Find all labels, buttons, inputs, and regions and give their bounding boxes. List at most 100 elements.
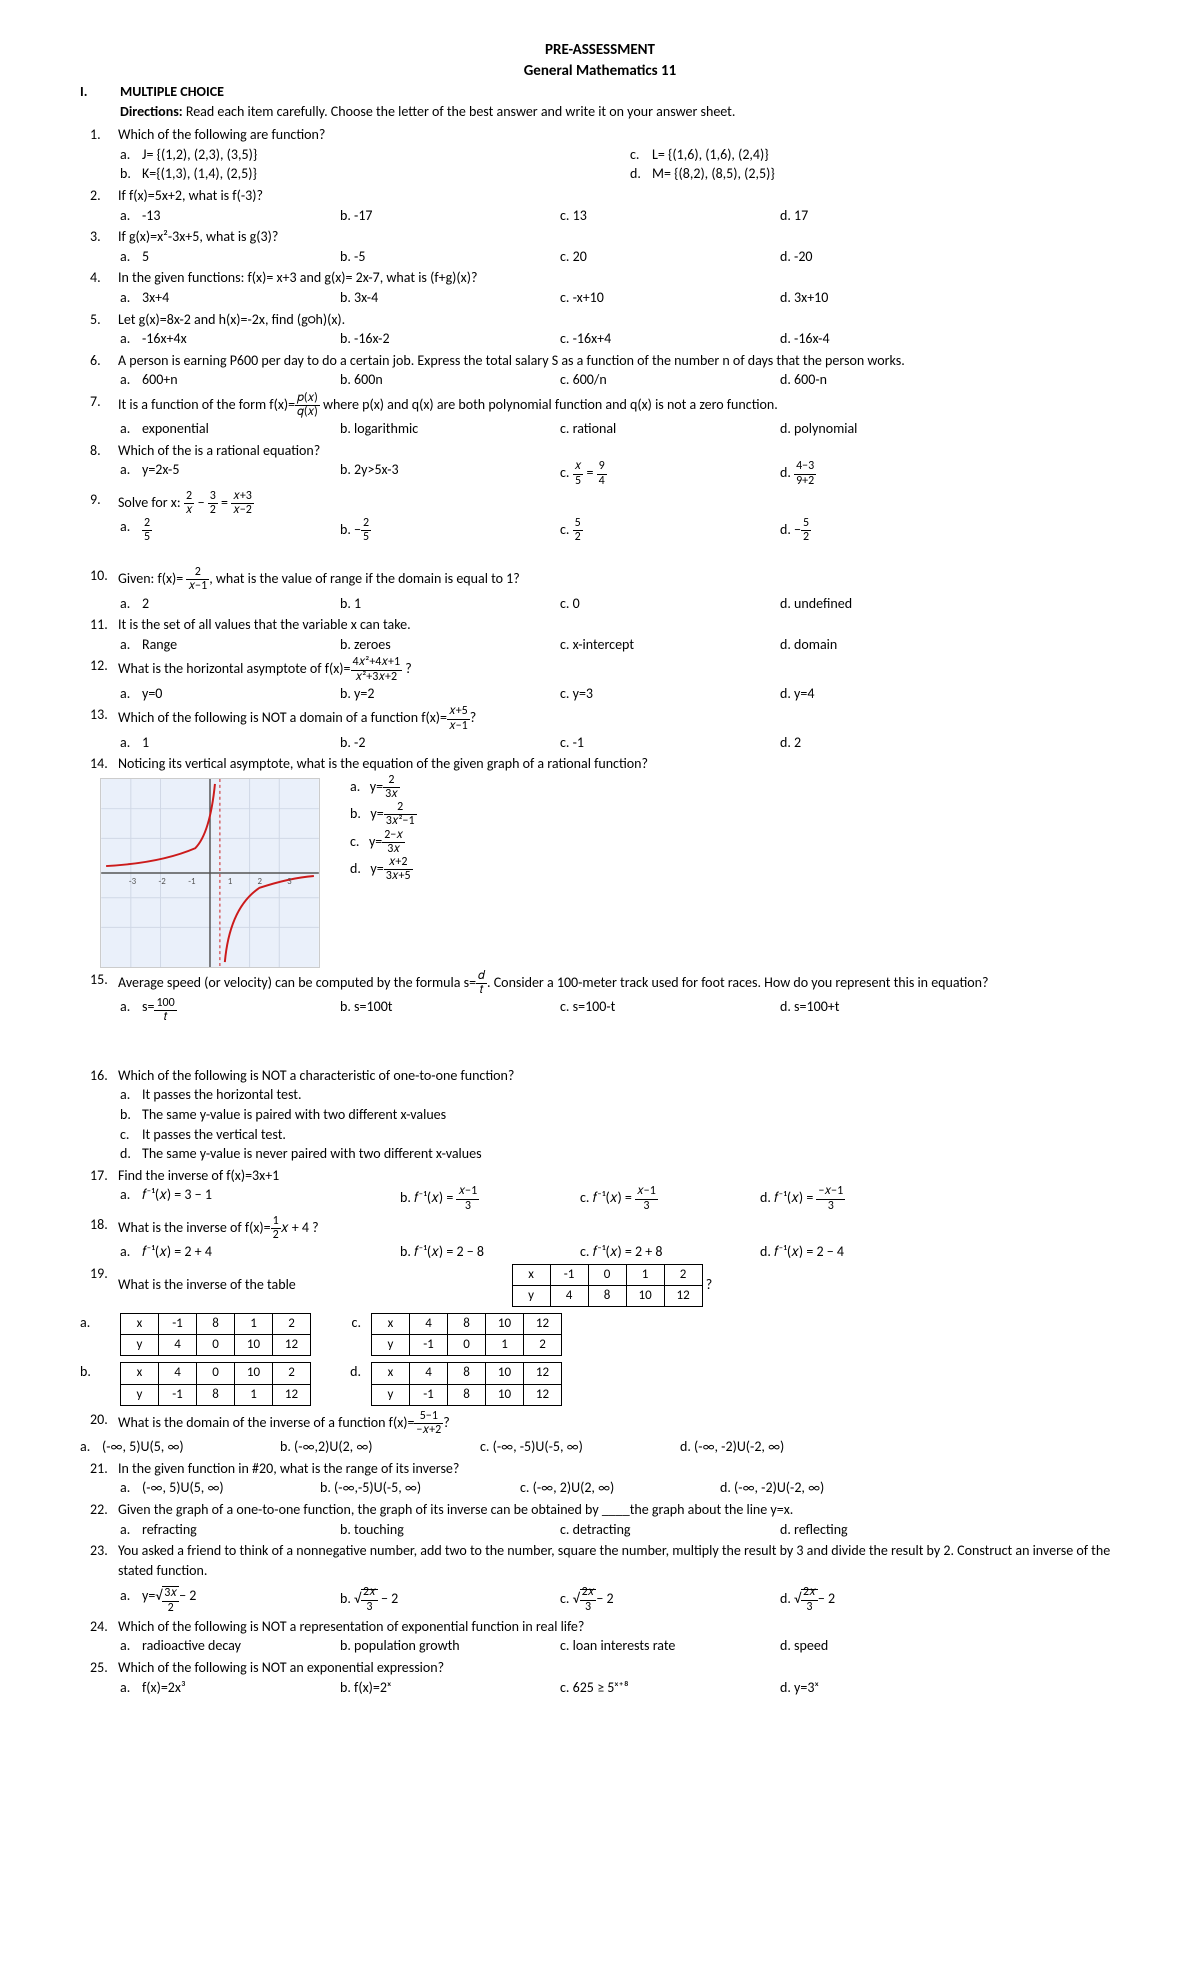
q24-c: c. loan interests rate <box>560 1636 780 1656</box>
q16-c: c.It passes the vertical test. <box>120 1125 1140 1145</box>
q16-opts: a.It passes the horizontal test. b.The s… <box>120 1085 1140 1163</box>
q16-d: d.The same y-value is never paired with … <box>120 1144 1140 1164</box>
section-num: I. <box>80 82 120 102</box>
q7-d: d. polynomial <box>780 419 857 439</box>
q17-c: c. 𝑓⁻¹(𝑥) = 𝑥−13 <box>580 1185 760 1212</box>
q21-a: a.(-∞, 5)U(5, ∞) <box>120 1478 320 1498</box>
q23-c: c. √2𝑥3− 2 <box>560 1586 780 1614</box>
q15-d: d. s=100+t <box>780 997 839 1024</box>
q22: 22.Given the graph of a one-to-one funct… <box>90 1500 1140 1520</box>
q5-opts: a.-16x+4x b. -16x-2 c. -16x+4 d. -16x-4 <box>120 329 1140 349</box>
q13-b: b. -2 <box>340 733 560 753</box>
q20-c: c. (-∞, -5)U(-5, ∞) <box>480 1437 680 1457</box>
q21-c: c. (-∞, 2)U(2, ∞) <box>520 1478 720 1498</box>
q1-a: a.J= {(1,2), (2,3), (3,5)} <box>120 145 630 165</box>
q5-b: b. -16x-2 <box>340 329 560 349</box>
q9-c: c. 52 <box>560 517 780 544</box>
q15-b: b. s=100t <box>340 997 560 1024</box>
q25: 25.Which of the following is NOT an expo… <box>90 1658 1140 1678</box>
q4-a: a.3x+4 <box>120 288 340 308</box>
q10-a: a.2 <box>120 594 340 614</box>
q1-opts: a.J= {(1,2), (2,3), (3,5)} c.L= {(1,6), … <box>120 145 1140 184</box>
q16-text: Which of the following is NOT a characte… <box>118 1066 1140 1086</box>
directions-label: Directions: <box>120 103 183 120</box>
rational-graph: -3-2-1 123 <box>100 778 320 968</box>
q9-b: b. −25 <box>340 517 560 544</box>
q4-b: b. 3x-4 <box>340 288 560 308</box>
q15: 15.Average speed (or velocity) can be co… <box>90 970 1140 997</box>
q9-d: d. −52 <box>780 517 811 544</box>
q7-text: It is a function of the form f(x)=𝑝(𝑥)𝑞(… <box>118 392 1140 419</box>
q24-a: a.radioactive decay <box>120 1636 340 1656</box>
q22-b: b. touching <box>340 1520 560 1540</box>
q8-text: Which of the is a rational equation? <box>118 441 1140 461</box>
q8-opts: a.y=2x-5 b. 2y>5x-3 c. 𝑥5 = 94 d. 4−39+2 <box>120 460 1140 487</box>
q14-d: d. y=𝑥+23𝑥+5 <box>350 856 417 883</box>
section-header: I. MULTIPLE CHOICE <box>80 82 1140 102</box>
q21-opts: a.(-∞, 5)U(5, ∞) b. (-∞,-5)U(-5, ∞) c. (… <box>120 1478 1140 1498</box>
q3-d: d. -20 <box>780 247 813 267</box>
q5-c: c. -16x+4 <box>560 329 780 349</box>
q6-text: A person is earning P600 per day to do a… <box>118 351 1140 371</box>
q19-opts-2: b. x40102y-18112 d. x481012y-181012 <box>80 1362 1140 1405</box>
q20: 20.What is the domain of the inverse of … <box>90 1410 1140 1437</box>
q20-text: What is the domain of the inverse of a f… <box>118 1410 1140 1437</box>
q3: 3.If g(x)=x²-3x+5, what is g(3)? <box>90 227 1140 247</box>
q23-opts: a.y=√3𝑥2 − 2 b. √2𝑥3 − 2 c. √2𝑥3− 2 d. √… <box>120 1586 1140 1614</box>
q21-text: In the given function in #20, what is th… <box>118 1459 1140 1479</box>
q11: 11.It is the set of all values that the … <box>90 615 1140 635</box>
q12-b: b. y=2 <box>340 684 560 704</box>
q25-opts: a.f(x)=2x³ b. f(x)=2ˣ c. 625 ≥ 5ˣ⁺⁸ d. y… <box>120 1678 1140 1698</box>
q2-text: If f(x)=5x+2, what is f(-3)? <box>118 186 1140 206</box>
q9-a: a.25 <box>120 517 340 544</box>
q19-c-table: x481012y-1012 <box>371 1313 562 1356</box>
q24-text: Which of the following is NOT a represen… <box>118 1617 1140 1637</box>
q22-a: a.refracting <box>120 1520 340 1540</box>
q17-a: a.𝑓⁻¹(𝑥) = 3 − 1 <box>120 1185 400 1212</box>
q11-a: a.Range <box>120 635 340 655</box>
q7-a: a.exponential <box>120 419 340 439</box>
q2: 2.If f(x)=5x+2, what is f(-3)? <box>90 186 1140 206</box>
q2-c: c. 13 <box>560 206 780 226</box>
q6: 6.A person is earning P600 per day to do… <box>90 351 1140 371</box>
svg-text:3: 3 <box>287 877 292 887</box>
q18-a: a.𝑓⁻¹(𝑥) = 2 + 4 <box>120 1242 400 1262</box>
q4: 4.In the given functions: f(x)= x+3 and … <box>90 268 1140 288</box>
q10-d: d. undefined <box>780 594 852 614</box>
q1: 1.Which of the following are function? <box>90 125 1140 145</box>
q22-text: Given the graph of a one-to-one function… <box>118 1500 1140 1520</box>
q14-opts: a. y=23𝑥 b. y=23𝑥²−1 c. y=2−𝑥3𝑥 d. y=𝑥+2… <box>350 774 417 884</box>
q3-b: b. -5 <box>340 247 560 267</box>
q14: 14.Noticing its vertical asymptote, what… <box>90 754 1140 774</box>
q17-b: b. 𝑓⁻¹(𝑥) = 𝑥−13 <box>400 1185 580 1212</box>
q20-b: b. (-∞,2)U(2, ∞) <box>280 1437 480 1457</box>
q3-text: If g(x)=x²-3x+5, what is g(3)? <box>118 227 1140 247</box>
q1-d: d.M= {(8,2), (8,5), (2,5)} <box>630 164 1140 184</box>
q4-opts: a.3x+4 b. 3x-4 c. -x+10 d. 3x+10 <box>120 288 1140 308</box>
q18-c: c. 𝑓⁻¹(𝑥) = 2 + 8 <box>580 1242 760 1262</box>
q2-a: a.-13 <box>120 206 340 226</box>
q10-text: Given: f(x)= 2𝑥−1, what is the value of … <box>118 566 1140 593</box>
q17-text: Find the inverse of f(x)=3x+1 <box>118 1166 1140 1186</box>
q12: 12.What is the horizontal asymptote of f… <box>90 656 1140 683</box>
q17-opts: a.𝑓⁻¹(𝑥) = 3 − 1 b. 𝑓⁻¹(𝑥) = 𝑥−13 c. 𝑓⁻¹… <box>120 1185 1140 1212</box>
q8-c: c. 𝑥5 = 94 <box>560 460 780 487</box>
q11-c: c. x-intercept <box>560 635 780 655</box>
q19-opts: a. x-1812y401012 c. x481012y-1012 <box>80 1313 1140 1356</box>
q16-b: b.The same y-value is paired with two di… <box>120 1105 1140 1125</box>
q24-d: d. speed <box>780 1636 828 1656</box>
doc-title-1: PRE-ASSESSMENT <box>60 40 1140 61</box>
q21-d: d. (-∞, -2)U(-2, ∞) <box>720 1478 824 1498</box>
q11-d: d. domain <box>780 635 837 655</box>
q15-c: c. s=100-t <box>560 997 780 1024</box>
q23: 23.You asked a friend to think of a nonn… <box>90 1541 1140 1580</box>
q13-text: Which of the following is NOT a domain o… <box>118 705 1140 732</box>
q18-text: What is the inverse of f(x)=12𝑥 + 4 ? <box>118 1215 1140 1242</box>
q15-a: a.s=100𝑡 <box>120 997 340 1024</box>
q14-a: a. y=23𝑥 <box>350 774 417 801</box>
q2-b: b. -17 <box>340 206 560 226</box>
q13-c: c. -1 <box>560 733 780 753</box>
q9: 9.Solve for x: 2𝑥 − 32 = 𝑥+3𝑥−2 <box>90 490 1140 517</box>
q22-c: c. detracting <box>560 1520 780 1540</box>
q8: 8.Which of the is a rational equation? <box>90 441 1140 461</box>
